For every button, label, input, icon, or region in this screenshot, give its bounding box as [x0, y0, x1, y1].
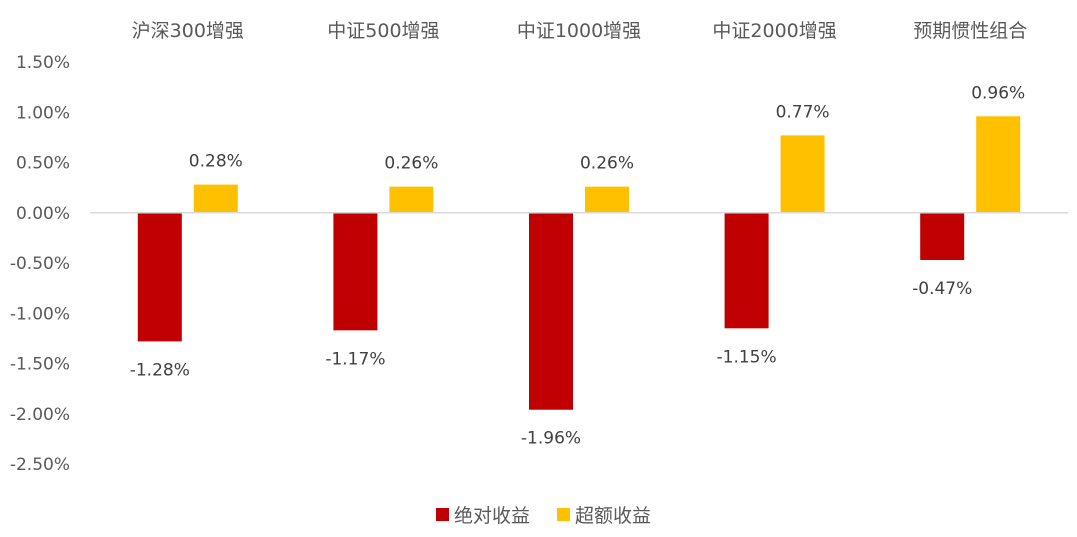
bar-excess-return [585, 186, 629, 213]
bar-excess-return [780, 135, 825, 213]
category-label: 沪深300增强 [132, 20, 244, 42]
bar-excess-return [193, 184, 238, 213]
data-label: 0.28% [189, 152, 243, 172]
bar-excess-return [389, 186, 434, 213]
data-label: 0.96% [971, 83, 1025, 103]
bar-absolute-return [333, 212, 378, 331]
y-tick-label: 1.00% [16, 103, 70, 123]
data-label: 0.77% [776, 102, 830, 122]
data-label: -1.15% [717, 347, 777, 367]
category-label: 预期惯性组合 [913, 20, 1027, 42]
category-label: 中证500增强 [327, 20, 439, 42]
legend-label-excess: 超额收益 [575, 505, 651, 527]
y-tick-label: 0.00% [16, 204, 70, 224]
y-tick-label: -2.00% [10, 405, 70, 425]
data-labels: -1.28% -1.17% -1.96% -1.15% -0.47% 0.28% 0.26%… [130, 83, 1025, 448]
bar-absolute-return [137, 212, 182, 342]
bar-excess-return [976, 116, 1021, 213]
legend: 绝对收益 超额收益 [436, 505, 651, 527]
legend-label-absolute: 绝对收益 [454, 505, 530, 527]
data-label: -0.47% [912, 279, 972, 299]
data-label: -1.28% [130, 360, 190, 380]
legend-swatch-excess [557, 508, 570, 521]
bars [137, 116, 1021, 410]
y-tick-label: 1.50% [16, 53, 70, 73]
y-tick-label: -1.00% [10, 304, 70, 324]
bar-absolute-return [920, 212, 965, 260]
y-tick-label: 0.50% [16, 154, 70, 174]
data-label: -1.17% [325, 349, 385, 369]
y-tick-label: -2.50% [10, 455, 70, 475]
bar-absolute-return [529, 212, 573, 410]
category-labels: 沪深300增强 中证500增强 中证1000增强 中证2000增强 预期惯性组合 [132, 20, 1028, 42]
y-tick-label: -0.50% [10, 254, 70, 274]
y-tick-label: -1.50% [10, 355, 70, 375]
category-label: 中证2000增强 [712, 20, 836, 42]
data-label: 0.26% [384, 154, 438, 174]
y-axis: 1.50% 1.00% 0.50% 0.00% -0.50% -1.00% -1.50% -2… [10, 53, 70, 475]
data-label: 0.26% [580, 154, 634, 174]
bar-absolute-return [724, 212, 769, 329]
data-label: -1.96% [521, 429, 581, 449]
legend-swatch-absolute [436, 508, 449, 521]
category-label: 中证1000增强 [517, 20, 641, 42]
